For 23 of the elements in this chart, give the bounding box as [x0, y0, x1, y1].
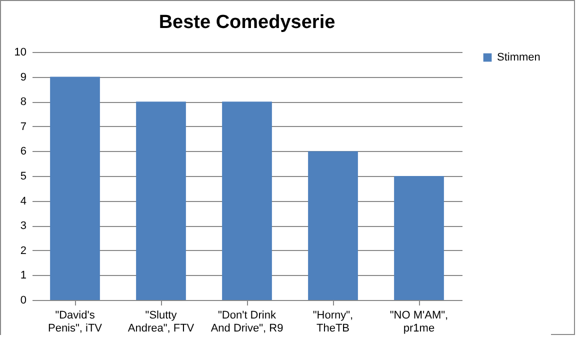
x-tick-label: "Don't Drink And Drive", R9: [210, 310, 284, 334]
y-tick-label: 5: [20, 170, 26, 182]
x-tick-label: "Horny", TheTB: [312, 310, 354, 334]
y-tick-label: 7: [20, 120, 26, 133]
bar: [136, 102, 186, 300]
chart-title: Beste Comedyserie: [158, 12, 336, 33]
legend-label: Stimmen: [497, 52, 540, 64]
x-tick-label: "Slutty Andrea", FTV: [128, 310, 195, 334]
y-tick-label: 10: [14, 46, 26, 58]
y-tick-label: 1: [20, 270, 26, 282]
y-tick-label: 0: [20, 294, 26, 306]
y-tick-label: 8: [20, 96, 26, 108]
bar: [308, 151, 358, 300]
bar: [222, 102, 272, 300]
y-tick-label: 3: [20, 220, 26, 232]
y-tick-label: 2: [20, 244, 26, 257]
bar: [50, 76, 100, 300]
y-tick-label: 9: [20, 71, 26, 84]
x-tick-label: "David's Penis", iTV: [48, 310, 103, 334]
bar: [394, 176, 444, 300]
x-tick-label: "NO M'AM", pr1me: [390, 310, 448, 334]
y-tick-label: 4: [20, 195, 26, 208]
y-tick-label: 6: [20, 146, 26, 158]
